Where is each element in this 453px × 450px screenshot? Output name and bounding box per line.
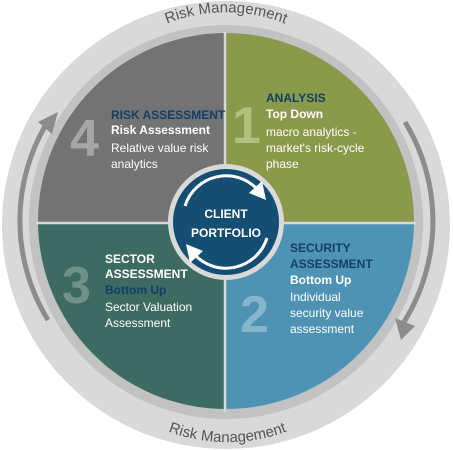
quadrant-number-2: 2 bbox=[240, 286, 269, 344]
quadrant-number-1: 1 bbox=[232, 97, 261, 155]
quadrant-number-4: 4 bbox=[70, 110, 99, 168]
quadrant-number-3: 3 bbox=[62, 257, 91, 315]
center-circle bbox=[173, 169, 279, 275]
sector-subheading: Bottom Up bbox=[105, 283, 166, 297]
center-label-line-1: CLIENT bbox=[204, 207, 248, 221]
security-body-line-2: security value bbox=[290, 306, 364, 320]
security-heading-line-2: ASSESSMENT bbox=[290, 257, 373, 271]
center-label-line-2: PORTFOLIO bbox=[191, 226, 261, 240]
security-body-line-1: Individual bbox=[290, 290, 341, 304]
sector-body-line-1: Sector Valuation bbox=[105, 300, 192, 314]
sector-heading-line-2: ASSESSMENT bbox=[105, 267, 188, 281]
analysis-subheading: Top Down bbox=[266, 107, 323, 121]
center-cycle-arrows-icon bbox=[183, 174, 269, 270]
right-cycle-arrow-icon bbox=[395, 120, 436, 340]
sector-body-line-2: Assessment bbox=[105, 316, 171, 330]
left-cycle-arrow-icon bbox=[17, 112, 58, 322]
analysis-body-line-2: market's risk-cycle bbox=[266, 141, 365, 155]
security-subheading: Bottom Up bbox=[290, 273, 351, 287]
security-body-line-3: assessment bbox=[290, 322, 355, 336]
analysis-body-line-3: phase bbox=[266, 157, 299, 171]
risk-subheading: Risk Assessment bbox=[111, 123, 210, 137]
analysis-body-line-1: macro analytics - bbox=[266, 125, 357, 139]
risk-body-line-2: analytics bbox=[111, 157, 158, 171]
sector-heading-line-1: SECTOR bbox=[105, 252, 155, 266]
analysis-heading: ANALYSIS bbox=[266, 91, 326, 105]
risk-body-line-1: Relative value risk bbox=[111, 141, 209, 155]
risk-heading: RISK ASSESSMENT bbox=[111, 108, 226, 122]
security-heading-line-1: SECURITY bbox=[290, 241, 351, 255]
